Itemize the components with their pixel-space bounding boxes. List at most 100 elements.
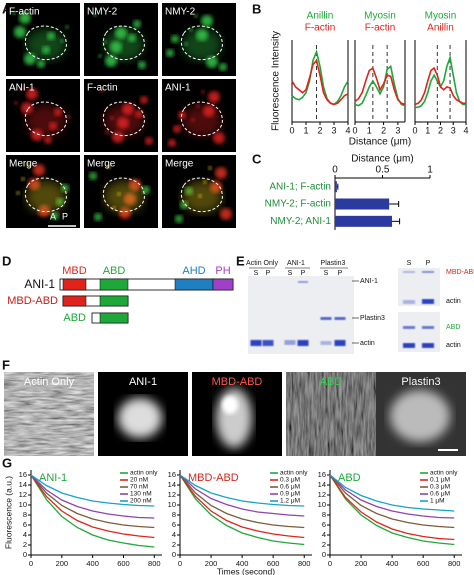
- bar: [335, 198, 390, 210]
- x-tick-label: 400: [86, 559, 99, 568]
- data-line: [329, 474, 455, 529]
- y-tick-label: 16: [168, 470, 176, 479]
- domain-label: PH: [215, 265, 230, 277]
- construct-label: MBD-ABD: [7, 295, 58, 307]
- x-tick-label: 4: [463, 125, 468, 135]
- cell-outline: [24, 25, 67, 60]
- fraction-label: P: [338, 270, 343, 277]
- data-line: [30, 474, 155, 529]
- y-axis-label: Fluorescence (a.u.): [3, 476, 13, 549]
- bundle: [390, 390, 450, 442]
- y-tick-label: 12: [168, 490, 176, 499]
- axis-label: P: [62, 211, 68, 221]
- y-tick-label: 4: [322, 530, 326, 539]
- data-line: [179, 474, 305, 546]
- data-line: [291, 49, 349, 106]
- band-label: MBD-ABD: [446, 269, 474, 276]
- panel-letter: E: [236, 253, 245, 268]
- cell-signal: [26, 181, 66, 213]
- signal-spot: [189, 28, 193, 32]
- cell-outline: [102, 25, 145, 60]
- gel-band: [250, 340, 262, 346]
- x-tick-label: 1: [367, 125, 372, 135]
- signal-spot: [105, 130, 109, 134]
- data-line: [30, 474, 155, 548]
- panel-letter: G: [2, 455, 12, 470]
- domain: [99, 278, 129, 291]
- signal-spot: [173, 125, 181, 133]
- cell-signal: [26, 29, 66, 61]
- y-tick-label: 0: [172, 550, 176, 559]
- domain: [99, 295, 129, 307]
- signal-spot: [98, 54, 102, 58]
- data-line: [30, 474, 155, 519]
- data-line: [30, 474, 155, 539]
- legend-label: Anillin: [307, 11, 334, 22]
- gel-band: [422, 299, 434, 304]
- category-label: ANI-1; F-actin: [269, 181, 331, 192]
- x-tick-label: 3: [331, 125, 336, 135]
- cell-outline: [24, 101, 67, 136]
- y-tick-label: 14: [19, 480, 27, 489]
- signal-spot: [168, 139, 176, 147]
- signal-spot: [107, 165, 111, 169]
- panel-letter: D: [2, 253, 11, 268]
- y-tick-label: 16: [19, 470, 27, 479]
- legend-label: actin only: [130, 470, 158, 477]
- signal-spot: [201, 90, 205, 94]
- signal-spot: [194, 14, 198, 18]
- x-axis-label: Distance (μm): [351, 154, 413, 165]
- legend-label: 130 nM: [130, 491, 152, 498]
- data-line: [179, 474, 305, 507]
- data-line: [329, 474, 455, 541]
- chart-title: MBD-ABD: [188, 472, 239, 484]
- filament-texture: [286, 372, 376, 456]
- cell-signal: [182, 29, 222, 61]
- y-tick-label: 6: [23, 520, 27, 529]
- signal-spot: [145, 137, 153, 145]
- x-axis-label: Times (second): [217, 566, 275, 575]
- x-tick-label: 800: [448, 559, 461, 568]
- image-label: F-actin: [87, 83, 118, 94]
- gel-band: [320, 317, 332, 320]
- signal-spot: [33, 164, 45, 176]
- gel-band: [320, 341, 332, 345]
- x-tick-label: 600: [417, 559, 430, 568]
- data-line: [329, 474, 455, 519]
- y-tick-label: 0: [23, 550, 27, 559]
- legend-label: 0.3 μM: [280, 477, 300, 484]
- legend-label: F-actin: [365, 23, 396, 34]
- y-tick-label: 8: [322, 510, 326, 519]
- filament-texture: [4, 372, 94, 456]
- domain: [62, 278, 87, 291]
- x-tick-label: 200: [205, 559, 218, 568]
- signal-spot: [14, 26, 26, 38]
- signal-spot: [93, 13, 97, 17]
- signal-spot: [201, 15, 213, 27]
- y-tick-label: 2: [322, 540, 326, 549]
- panel-letter: F: [2, 357, 10, 372]
- data-line: [30, 474, 155, 507]
- signal-spot: [21, 102, 33, 114]
- image-label: F-actin: [9, 7, 40, 18]
- y-tick-label: 0: [322, 550, 326, 559]
- y-tick-label: 12: [318, 490, 326, 499]
- signal-spot: [16, 191, 20, 195]
- x-tick-label: 0: [332, 165, 338, 176]
- cell-outline: [180, 25, 223, 60]
- x-tick-label: 0: [328, 559, 332, 568]
- signal-spot: [19, 87, 23, 91]
- gel-band: [334, 317, 346, 320]
- domain: [99, 312, 129, 324]
- legend-label: 0.9 μM: [280, 491, 300, 498]
- y-tick-label: 4: [23, 530, 27, 539]
- category-label: NMY-2; ANI-1: [270, 216, 331, 227]
- x-tick-label: 2: [381, 125, 386, 135]
- data-line: [329, 474, 455, 512]
- y-tick-label: 10: [168, 500, 176, 509]
- signal-spot: [26, 88, 38, 100]
- x-tick-label: 400: [386, 559, 399, 568]
- data-line: [179, 474, 305, 539]
- data-line: [291, 58, 349, 106]
